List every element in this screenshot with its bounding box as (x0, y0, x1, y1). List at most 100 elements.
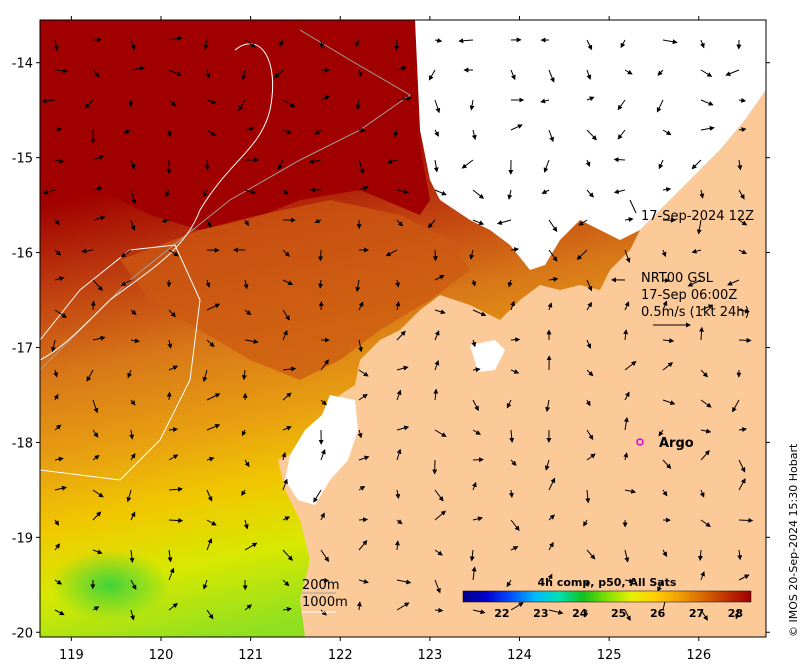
credit-label: © IMOS 20-Sep-2024 15:30 Hobart (787, 443, 800, 637)
current-vector (586, 279, 593, 292)
current-vector (168, 249, 179, 257)
current-vector (314, 218, 322, 224)
current-vector (206, 537, 213, 551)
lat-tick-label: -19 (12, 531, 33, 546)
current-vector (662, 459, 672, 470)
current-vector (54, 127, 63, 133)
current-vector (54, 309, 67, 318)
current-vector (700, 69, 713, 77)
colorbar-label: 22 (494, 607, 509, 620)
current-vector (434, 37, 443, 43)
current-vector (86, 369, 94, 382)
current-vector (548, 219, 558, 233)
colorbar-label: 25 (611, 607, 626, 620)
current-vector (540, 98, 550, 104)
current-vector (92, 69, 100, 78)
current-vector (507, 189, 513, 200)
current-vector (130, 338, 140, 344)
current-vector (510, 124, 523, 131)
current-vector (92, 399, 99, 414)
current-vector (92, 215, 106, 221)
current-vector (130, 189, 137, 205)
current-vector (548, 541, 554, 551)
current-vector (510, 369, 520, 374)
current-vector (433, 388, 439, 401)
current-vector (395, 279, 400, 288)
hot-water-region (40, 20, 430, 230)
current-vector (358, 517, 369, 523)
current-vector (167, 339, 173, 349)
current-vector (586, 453, 596, 461)
current-vector (358, 339, 363, 353)
current-vector (662, 399, 676, 405)
current-vector (282, 309, 290, 321)
current-vector (658, 429, 664, 437)
argo-float-marker (636, 438, 644, 446)
current-vector (129, 549, 135, 563)
current-vector (358, 540, 368, 551)
current-vector (126, 489, 132, 503)
colorbar-labels: 22 23 24 25 26 27 28 (494, 607, 743, 620)
current-vector (243, 519, 249, 530)
current-vector (691, 159, 702, 170)
current-vector (434, 330, 440, 341)
current-vector (737, 159, 743, 171)
current-vector (54, 485, 67, 491)
current-vector (471, 566, 477, 581)
current-vector (282, 516, 291, 521)
current-vector (168, 602, 178, 611)
current-vector (613, 157, 626, 163)
current-vector (92, 489, 104, 498)
current-vector (662, 362, 674, 371)
current-vector (469, 99, 475, 111)
lon-tick-label: 120 (149, 648, 174, 663)
current-vector (396, 330, 406, 341)
current-vector (130, 511, 136, 521)
current-vector (738, 459, 746, 473)
current-vector (662, 39, 678, 45)
current-vector (395, 301, 401, 311)
current-vector (241, 429, 247, 437)
current-vector (662, 338, 675, 344)
current-vector (394, 540, 400, 551)
current-vector (434, 489, 444, 502)
current-vector (471, 481, 477, 491)
current-vector (434, 99, 441, 114)
current-vector (320, 549, 330, 563)
current-vector (92, 279, 103, 292)
current-vector (624, 549, 630, 563)
current-vector (510, 300, 515, 311)
current-vector (168, 365, 179, 371)
current-vector (472, 189, 485, 199)
current-vector (358, 579, 369, 584)
current-vector (735, 609, 740, 620)
current-vector (166, 129, 172, 138)
lat-tick-label: -16 (12, 247, 33, 262)
current-vector (578, 219, 588, 226)
current-vector (543, 159, 550, 173)
current-vector (54, 276, 65, 282)
current-vector (206, 424, 221, 431)
current-vector (357, 69, 363, 78)
current-vector (696, 219, 702, 235)
current-vector (90, 300, 96, 311)
current-vector (166, 391, 172, 401)
current-vector (699, 189, 705, 199)
current-vector (687, 279, 702, 287)
current-vector (662, 300, 668, 311)
current-vector (428, 69, 436, 81)
current-vector (282, 392, 292, 401)
current-vector (738, 308, 750, 314)
current-vector (130, 39, 136, 51)
current-time-label: 17-Sep 06:00Z (641, 288, 737, 303)
current-vector (662, 129, 672, 136)
current-vector (130, 399, 136, 406)
current-vector (586, 96, 595, 102)
lon-tick-label: 119 (59, 648, 84, 663)
current-vector (510, 337, 521, 343)
current-vector (586, 369, 594, 377)
current-vector (469, 249, 475, 260)
current-vector (203, 39, 209, 51)
current-vector (282, 579, 290, 587)
current-vector (548, 69, 555, 83)
